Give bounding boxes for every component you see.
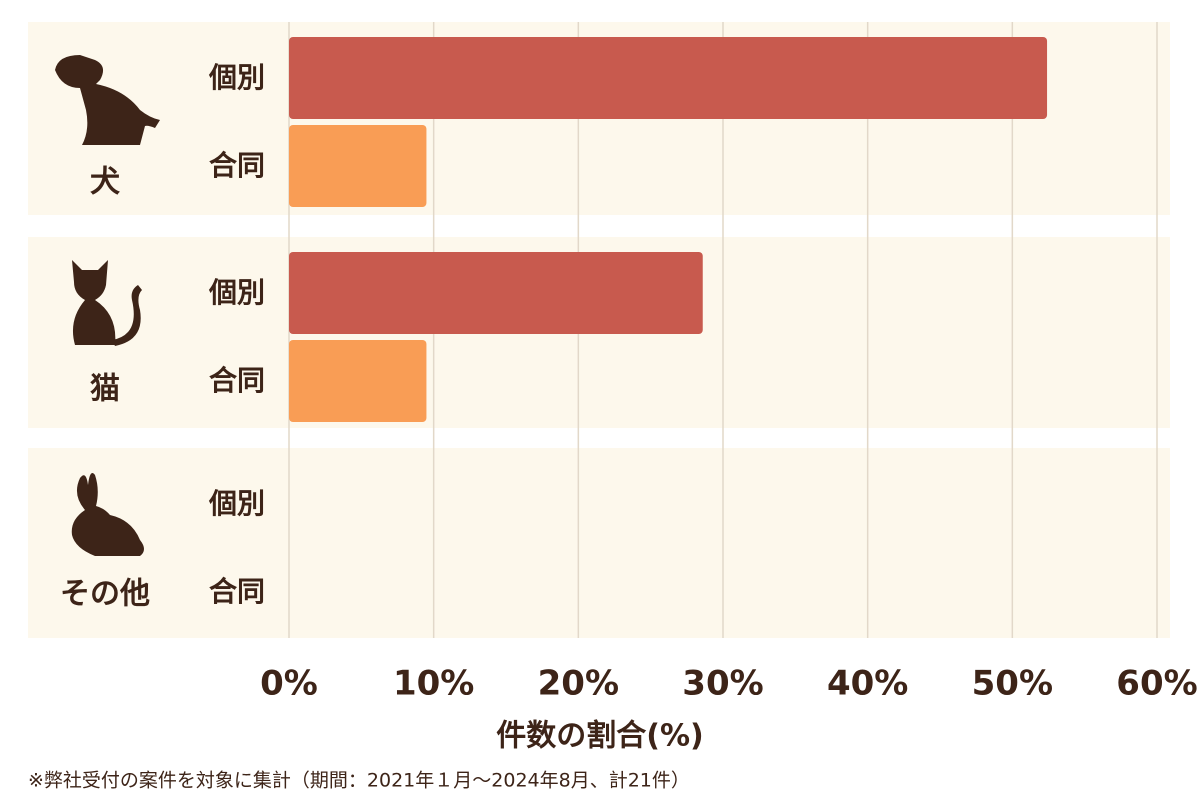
row-label: 合同 xyxy=(209,364,265,397)
x-axis-label: 件数の割合(%) xyxy=(496,719,703,754)
row-label: 個別 xyxy=(208,276,265,309)
bar xyxy=(289,125,427,207)
x-tick-label: 10% xyxy=(393,664,474,704)
x-tick-label: 60% xyxy=(1116,664,1197,704)
animal-icons xyxy=(55,55,160,556)
x-tick-label: 0% xyxy=(260,664,318,704)
x-tick-label: 20% xyxy=(538,664,619,704)
row-label: 個別 xyxy=(208,61,265,94)
row-label: 個別 xyxy=(208,487,265,520)
bar xyxy=(289,340,427,422)
group-label: その他 xyxy=(60,577,150,612)
x-tick-label: 30% xyxy=(682,664,763,704)
x-tick-label: 50% xyxy=(972,664,1053,704)
x-tick-label: 40% xyxy=(827,664,908,704)
group-label: 犬 xyxy=(90,165,120,200)
note: ※弊社受付の案件を対象に集計（期間：2021年１月～2024年8月、計21件） xyxy=(28,770,690,792)
bar xyxy=(289,252,703,334)
bar xyxy=(289,37,1048,119)
row-label: 合同 xyxy=(209,575,265,608)
row-label: 合同 xyxy=(209,149,265,182)
group-label: 猫 xyxy=(90,372,120,407)
